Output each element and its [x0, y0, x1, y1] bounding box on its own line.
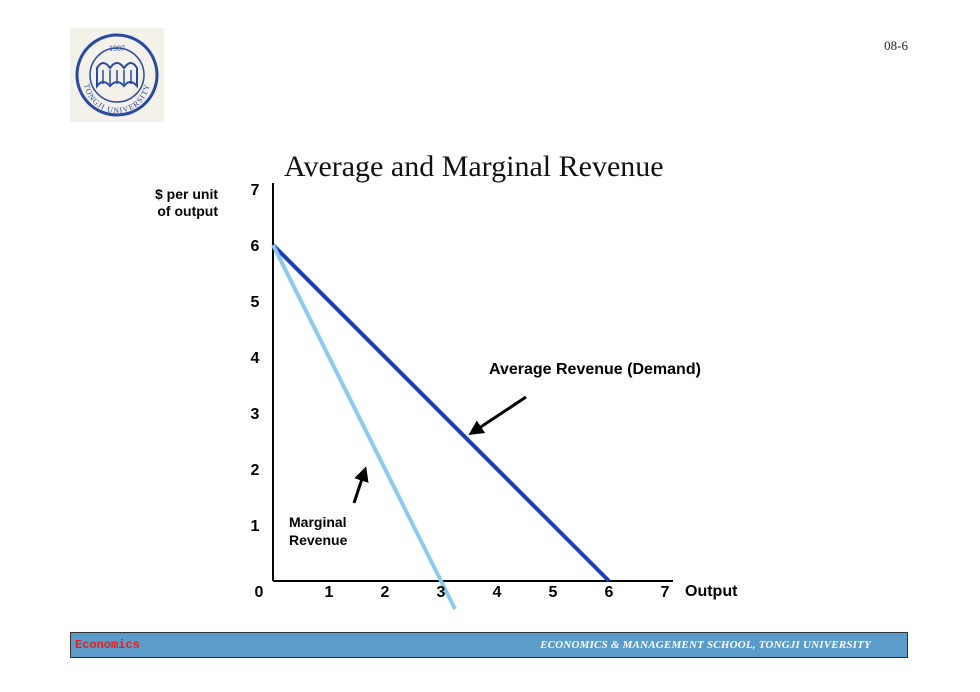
annotation-arrow-marginal-revenue	[352, 466, 369, 504]
y-axis-label: $ per unit of output	[154, 186, 218, 219]
y-tick-label: 7	[251, 182, 260, 199]
y-tick-label: 3	[251, 406, 260, 423]
y-tick-label: 4	[251, 350, 260, 367]
x-tick-label: 7	[661, 584, 670, 601]
x-tick-label: 1	[325, 584, 334, 601]
series-line-average-revenue-demand	[271, 243, 611, 583]
annotation-marginal-revenue: Marginal Revenue	[289, 514, 348, 548]
x-tick-label: 5	[549, 584, 558, 601]
x-tick-label: 3	[437, 584, 446, 601]
x-tick-label: 2	[381, 584, 390, 601]
footer-course-label: Economics	[75, 638, 140, 652]
page-number: 08-6	[884, 38, 908, 53]
x-tick-label: 6	[605, 584, 614, 601]
series-line-marginal-revenue	[271, 244, 457, 610]
annotation-arrow-average-revenue	[468, 395, 527, 436]
y-tick-label: 6	[251, 238, 260, 255]
annotation-average-revenue: Average Revenue (Demand)	[489, 361, 701, 378]
footer-bar: Economics ECONOMICS & MANAGEMENT SCHOOL,…	[70, 632, 908, 658]
x-tick-label: 0	[255, 584, 264, 601]
y-tick-label: 2	[251, 462, 260, 479]
y-tick-label: 5	[251, 294, 260, 311]
x-axis-label: Output	[685, 583, 738, 600]
university-logo: 1907 TONGJI UNIVERSITY	[70, 28, 164, 122]
x-tick-label: 4	[493, 584, 502, 601]
y-tick-label: 1	[251, 518, 260, 535]
svg-text:1907: 1907	[109, 44, 125, 53]
footer-school-label: ECONOMICS & MANAGEMENT SCHOOL, TONGJI UN…	[540, 639, 871, 651]
chart-title: Average and Marginal Revenue	[284, 150, 664, 183]
